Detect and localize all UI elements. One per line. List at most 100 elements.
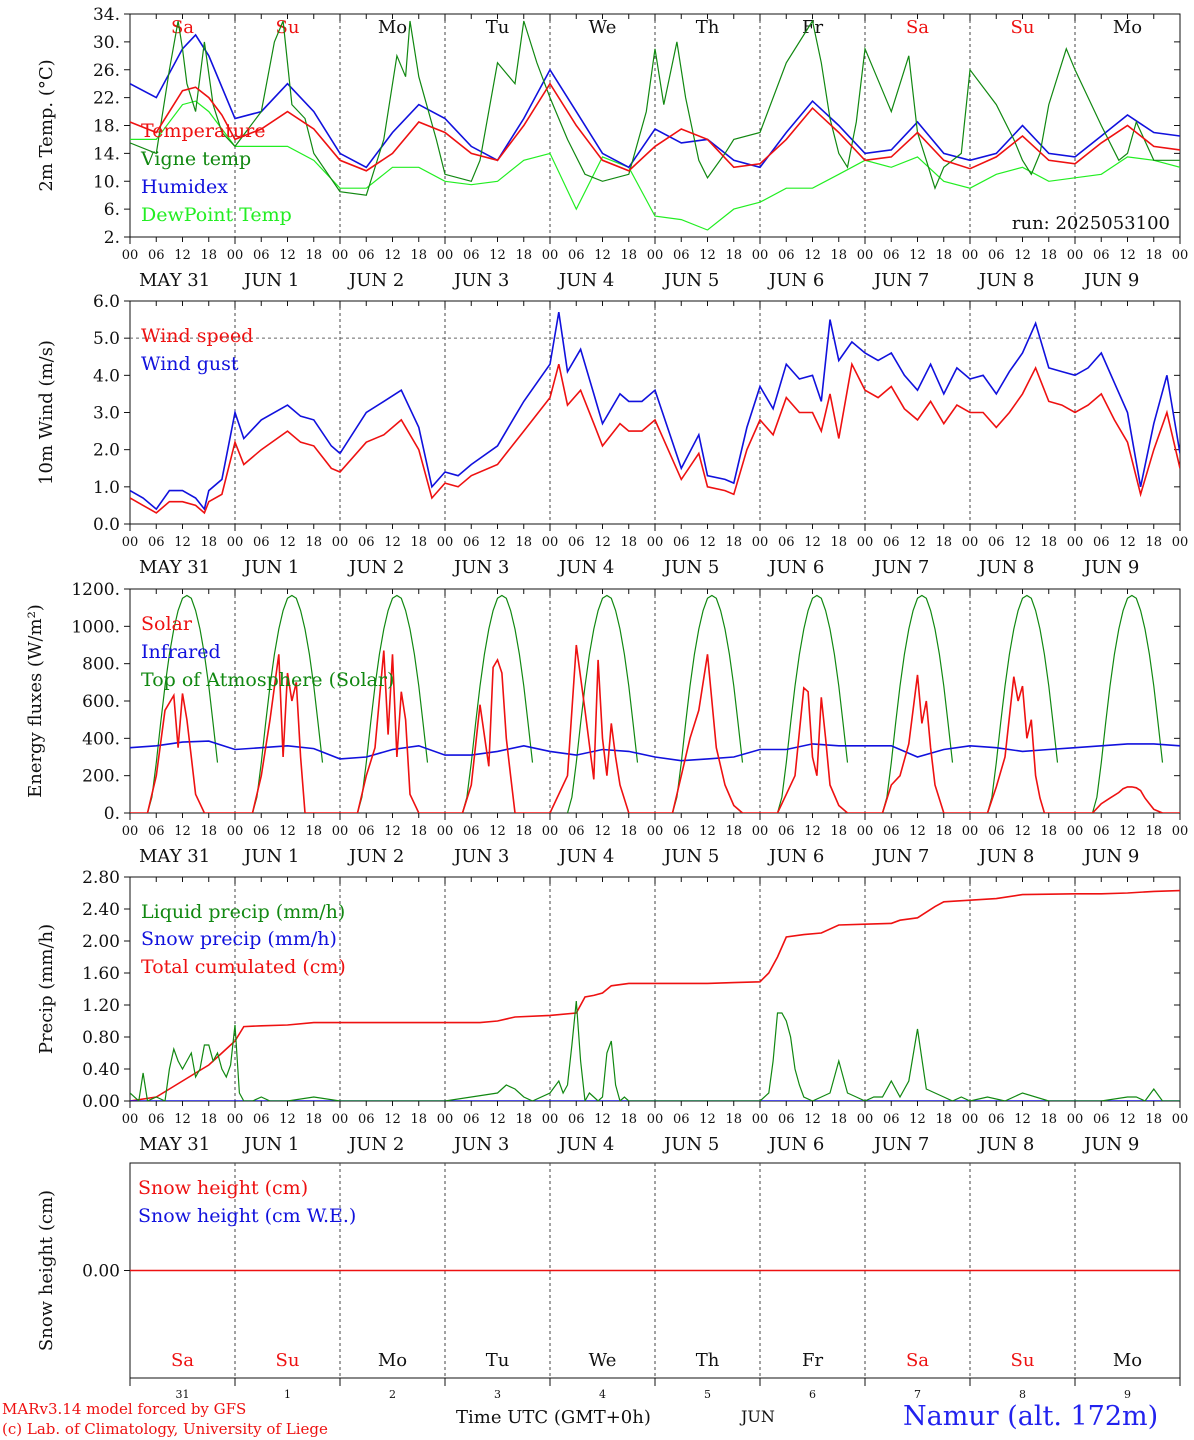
day-number-label: 2 — [389, 1388, 396, 1401]
day-number-label: 7 — [914, 1388, 921, 1401]
hour-tick-label: 12 — [1119, 248, 1136, 263]
day-number-label: 8 — [1019, 1388, 1026, 1401]
y-tick-label: 1.60 — [82, 964, 120, 984]
hour-tick-label: 12 — [1014, 248, 1031, 263]
hour-tick-label: 00 — [1172, 1112, 1189, 1127]
date-label: JUN 6 — [767, 1134, 824, 1155]
hour-tick-label: 12 — [1014, 535, 1031, 550]
hour-tick-label: 12 — [489, 248, 506, 263]
hour-tick-label: 00 — [647, 535, 664, 550]
hour-tick-label: 00 — [332, 248, 349, 263]
y-tick-label: 800. — [82, 655, 120, 675]
hour-tick-label: 12 — [594, 535, 611, 550]
hour-tick-label: 12 — [174, 824, 191, 839]
series-line-top-of-atmosphere-solar — [356, 594, 429, 813]
date-label: JUN 5 — [662, 1134, 719, 1155]
hour-tick-label: 18 — [935, 1112, 952, 1127]
hour-tick-label: 06 — [568, 824, 585, 839]
series-line-temperature — [130, 82, 1180, 172]
day-number-label: 4 — [599, 1388, 606, 1401]
date-label: JUN 7 — [872, 270, 929, 291]
y-tick-label: 0. — [104, 804, 120, 824]
hour-tick-label: 06 — [358, 535, 375, 550]
hour-tick-label: 18 — [620, 824, 637, 839]
y-tick-label: 6.0 — [93, 292, 120, 312]
date-label: JUN 1 — [242, 846, 299, 867]
date-label: JUN 8 — [977, 1134, 1034, 1155]
hour-tick-label: 00 — [752, 824, 769, 839]
hour-tick-label: 12 — [594, 248, 611, 263]
date-label: JUN 2 — [347, 846, 404, 867]
hour-tick-label: 12 — [174, 1112, 191, 1127]
hour-tick-label: 18 — [305, 535, 322, 550]
hour-tick-label: 00 — [332, 535, 349, 550]
hour-tick-label: 18 — [305, 248, 322, 263]
day-name-label: Sa — [171, 17, 194, 38]
hour-tick-label: 12 — [1014, 824, 1031, 839]
hour-tick-label: 06 — [883, 824, 900, 839]
date-label: JUN 9 — [1082, 1134, 1139, 1155]
day-name-label: We — [589, 17, 617, 38]
hour-tick-label: 18 — [620, 1112, 637, 1127]
hour-tick-label: 00 — [752, 535, 769, 550]
y-tick-label: 0.40 — [82, 1060, 120, 1080]
hour-tick-label: 00 — [542, 824, 559, 839]
x-axis-label: Time UTC (GMT+0h) — [456, 1407, 651, 1428]
legend-snow-height-cm: Snow height (cm) — [138, 1177, 308, 1199]
day-name-label: We — [589, 1350, 617, 1371]
date-label: MAY 31 — [139, 270, 210, 291]
date-label: JUN 5 — [662, 846, 719, 867]
location-label: Namur (alt. 172m) — [903, 1401, 1159, 1432]
series-line-wind-gust — [130, 311, 1180, 511]
hour-tick-label: 06 — [673, 535, 690, 550]
date-label: JUN 4 — [557, 270, 614, 291]
hour-tick-label: 06 — [988, 824, 1005, 839]
hour-tick-label: 12 — [909, 248, 926, 263]
legend-liquid-precip-mm-h: Liquid precip (mm/h) — [141, 901, 345, 923]
hour-tick-label: 00 — [1172, 824, 1189, 839]
series-line-dewpoint-temp — [130, 100, 1180, 231]
hour-tick-label: 18 — [1145, 535, 1162, 550]
hour-tick-label: 00 — [542, 1112, 559, 1127]
y-tick-label: 1.20 — [82, 996, 120, 1016]
date-label: MAY 31 — [139, 846, 210, 867]
hour-tick-label: 00 — [857, 824, 874, 839]
hour-tick-label: 00 — [647, 248, 664, 263]
hour-tick-label: 12 — [279, 824, 296, 839]
legend-snow-height-cm-w-e: Snow height (cm W.E.) — [138, 1205, 356, 1227]
series-line-top-of-atmosphere-solar — [461, 594, 534, 813]
date-label: JUN 5 — [662, 557, 719, 578]
series-line-liquid-precip-mm-h — [130, 1000, 1180, 1101]
y-tick-label: 0.80 — [82, 1028, 120, 1048]
hour-tick-label: 18 — [830, 1112, 847, 1127]
hour-tick-label: 00 — [122, 248, 139, 263]
y-tick-label: 600. — [82, 692, 120, 712]
legend-solar: Solar — [141, 613, 193, 635]
panel-wind: 00 06 12 18 00 06 12 18 00 06 12 18 00 06 12 18 00 06 12 18… — [36, 292, 1188, 578]
hour-tick-label: 12 — [804, 1112, 821, 1127]
hour-tick-label: 12 — [279, 535, 296, 550]
date-label: JUN 6 — [767, 270, 824, 291]
day-name-label: Mo — [1113, 1350, 1142, 1371]
day-name-label: Tu — [486, 17, 510, 38]
hour-tick-label: 06 — [883, 1112, 900, 1127]
hour-tick-label: 06 — [988, 535, 1005, 550]
hour-tick-label: 18 — [1040, 1112, 1057, 1127]
series-line-solar — [130, 644, 1180, 813]
hour-tick-label: 06 — [358, 824, 375, 839]
hour-tick-label: 12 — [174, 535, 191, 550]
y-axis-label: Energy fluxes (W/m²) — [25, 604, 46, 798]
hour-tick-label: 12 — [909, 824, 926, 839]
day-name-label: Mo — [378, 1350, 407, 1371]
hour-tick-label: 18 — [200, 824, 217, 839]
day-name-label: Su — [276, 17, 300, 38]
y-tick-label: 200. — [82, 767, 120, 787]
panel-energy: 00 06 12 18 00 06 12 18 00 06 12 18 00 06 12 18 00 06 12 18… — [25, 580, 1188, 867]
hour-tick-label: 12 — [804, 535, 821, 550]
y-tick-label: 22. — [93, 89, 120, 109]
date-label: JUN 2 — [347, 557, 404, 578]
lab-credit: (c) Lab. of Climatology, University of L… — [2, 1420, 328, 1438]
hour-tick-label: 00 — [752, 248, 769, 263]
hour-tick-label: 06 — [463, 824, 480, 839]
hour-tick-label: 00 — [227, 535, 244, 550]
